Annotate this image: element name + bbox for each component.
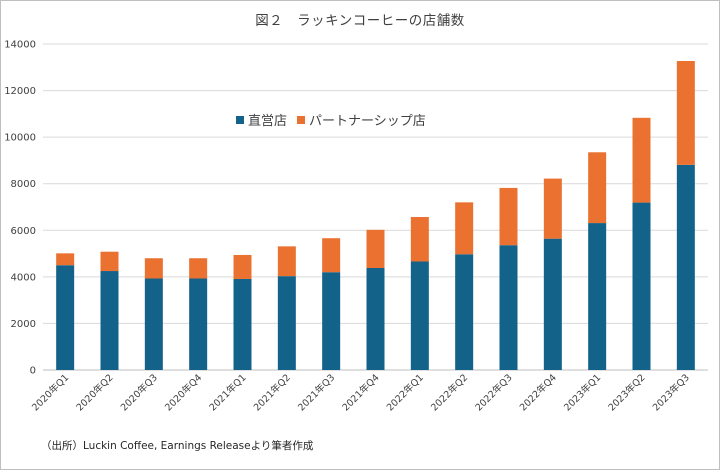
bar-partnership-store [277,246,296,277]
legend-item-direct: 直営店 [236,110,287,129]
legend-label-direct: 直営店 [248,114,288,129]
x-tick-label: 2022年Q3 [473,372,515,414]
x-tick-label: 2022年Q1 [384,372,426,414]
x-tick-label: 2023年Q3 [650,372,692,414]
bar-partnership-store [56,253,75,266]
x-tick-label: 2020年Q3 [118,372,160,414]
x-tick-label: 2022年Q2 [428,372,470,414]
bar-direct-store [543,238,562,370]
legend-swatch-direct [236,115,244,124]
legend: 直営店 パートナーシップ店 [236,110,436,129]
bar-direct-store [233,278,252,370]
y-tick-label: 4000 [11,272,36,283]
y-tick-label: 10000 [4,133,36,144]
x-tick-label: 2021年Q2 [251,372,293,414]
bar-partnership-store [144,258,163,279]
bar-partnership-store [322,238,341,273]
bar-partnership-store [410,217,429,262]
bar-partnership-store [189,258,208,279]
x-tick-label: 2020年Q4 [162,372,204,414]
bar-partnership-store [499,187,518,246]
bar-direct-store [277,276,296,370]
y-tick-label: 2000 [11,319,36,330]
bar-direct-store [366,268,385,370]
bar-direct-store [410,261,429,370]
bar-direct-store [676,164,695,370]
bar-direct-store [455,254,474,370]
bar-partnership-store [366,229,385,269]
y-tick-label: 6000 [11,226,36,237]
bar-direct-store [144,278,163,370]
legend-label-partnership: パートナーシップ店 [309,114,426,129]
bar-direct-store [189,278,208,370]
x-tick-label: 2023年Q2 [606,372,648,414]
y-tick-label: 14000 [4,40,36,51]
x-tick-label: 2021年Q4 [340,372,382,414]
bar-direct-store [56,265,75,370]
legend-swatch-partnership [297,115,306,124]
x-tick-label: 2020年Q2 [74,372,116,414]
bar-partnership-store [455,202,474,255]
source-note: （出所）Luckin Coffee, Earnings Releaseより筆者作… [41,440,314,452]
bar-partnership-store [100,251,119,272]
x-tick-label: 2023年Q1 [561,372,603,414]
bar-direct-store [632,202,651,370]
legend-item-partnership: パートナーシップ店 [297,110,426,129]
bar-partnership-store [632,117,651,203]
bar-partnership-store [543,178,562,239]
chart-title: 図２ ラッキンコーヒーの店舗数 [255,13,465,29]
bar-partnership-store [233,254,252,279]
y-tick-label: 12000 [4,86,36,97]
bar-direct-store [588,223,607,370]
bar-direct-store [499,245,518,370]
bar-partnership-store [676,60,695,165]
x-tick-label: 2021年Q1 [207,372,249,414]
y-tick-label: 8000 [11,179,36,190]
x-tick-label: 2022年Q4 [517,372,559,414]
x-tick-label: 2021年Q3 [295,372,337,414]
x-tick-label: 2020年Q1 [29,372,71,414]
bar-direct-store [322,272,341,370]
bar-direct-store [100,271,119,370]
bar-partnership-store [588,152,607,224]
y-tick-label: 0 [30,366,36,377]
